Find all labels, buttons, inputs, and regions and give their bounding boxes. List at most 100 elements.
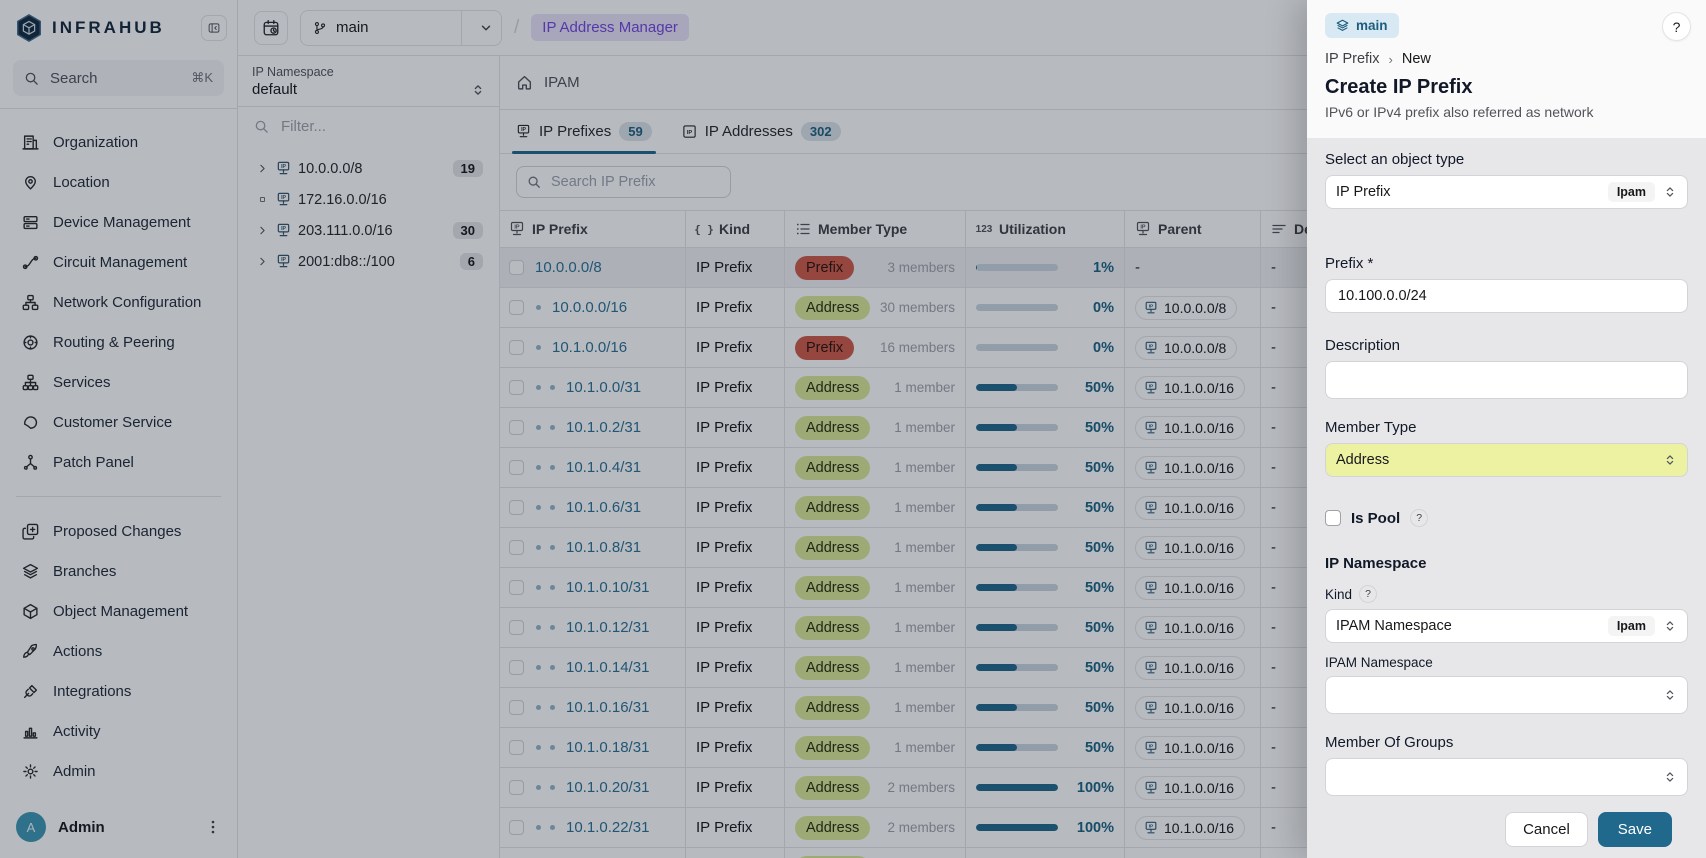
is-pool-checkbox[interactable] <box>1325 510 1341 526</box>
parent-prefix-pill[interactable]: IP 10.1.0.0/16 <box>1135 415 1246 440</box>
sidebar-item-services[interactable]: Services <box>8 362 229 402</box>
kind-select[interactable]: IPAM Namespace Ipam <box>1325 609 1688 643</box>
leaf-marker-icon[interactable] <box>256 193 269 206</box>
prefix-input[interactable] <box>1336 287 1677 305</box>
table-row[interactable]: 10.1.0.0/31 IP Prefix Address 1 member 5… <box>500 368 1706 408</box>
table-row[interactable]: 10.0.0.0/16 IP Prefix Address 30 members… <box>500 288 1706 328</box>
prefix-link[interactable]: 10.1.0.0/31 <box>566 379 642 396</box>
prefix-link[interactable]: 10.1.0.18/31 <box>566 739 650 756</box>
prefix-search-input[interactable] <box>549 173 720 191</box>
row-checkbox[interactable] <box>509 620 524 635</box>
table-row[interactable]: 10.1.0.16/31 IP Prefix Address 1 member … <box>500 688 1706 728</box>
sidebar-item-patch-panel[interactable]: Patch Panel <box>8 442 229 482</box>
tree-item[interactable]: IP 2001:db8::/100 6 <box>248 246 491 277</box>
table-row[interactable]: 10.1.0.14/31 IP Prefix Address 1 member … <box>500 648 1706 688</box>
row-checkbox[interactable] <box>509 500 524 515</box>
sidebar-item-device-management[interactable]: Device Management <box>8 202 229 242</box>
table-row[interactable]: 10.1.0.4/31 IP Prefix Address 1 member 5… <box>500 448 1706 488</box>
member-of-groups-select[interactable] <box>1325 758 1688 796</box>
parent-prefix-pill[interactable]: IP 10.0.0.0/8 <box>1135 335 1238 360</box>
parent-prefix-pill[interactable]: IP 10.1.0.0/16 <box>1135 735 1246 760</box>
row-checkbox[interactable] <box>509 380 524 395</box>
tree-item[interactable]: IP 203.111.0.0/16 30 <box>248 215 491 246</box>
prefix-link[interactable]: 10.1.0.12/31 <box>566 619 650 636</box>
date-picker-button[interactable] <box>254 10 288 45</box>
kind-help-icon[interactable]: ? <box>1359 585 1378 603</box>
tab-ip-prefixes[interactable]: IP IP Prefixes 59 <box>512 110 656 154</box>
row-checkbox[interactable] <box>509 340 524 355</box>
row-checkbox[interactable] <box>509 460 524 475</box>
row-checkbox[interactable] <box>509 420 524 435</box>
sidebar-item-location[interactable]: Location <box>8 162 229 202</box>
prefix-link[interactable]: 10.0.0.0/8 <box>535 259 602 276</box>
parent-prefix-pill[interactable]: IP 10.1.0.0/16 <box>1135 815 1246 840</box>
prefix-link[interactable]: 10.1.0.14/31 <box>566 659 650 676</box>
chevron-right-icon[interactable] <box>256 224 269 237</box>
object-type-select[interactable]: IP Prefix Ipam <box>1325 175 1688 209</box>
sidebar-item-network-configuration[interactable]: Network Configuration <box>8 282 229 322</box>
prefix-search[interactable] <box>516 166 731 198</box>
tree-filter-input[interactable] <box>279 116 483 136</box>
breadcrumb-parent[interactable]: IP Prefix <box>1325 51 1380 67</box>
prefix-link[interactable]: 10.1.0.2/31 <box>566 419 642 436</box>
parent-prefix-pill[interactable]: IP 10.1.0.0/16 <box>1135 495 1246 520</box>
parent-prefix-pill[interactable]: IP 10.1.0.0/16 <box>1135 695 1246 720</box>
prefix-link[interactable]: 10.1.0.10/31 <box>566 579 650 596</box>
table-row[interactable]: 10.1.0.22/31 IP Prefix Address 2 members… <box>500 808 1706 848</box>
breadcrumb-ip-address-manager[interactable]: IP Address Manager <box>531 14 689 41</box>
sidebar-item-integrations[interactable]: Integrations <box>8 671 229 711</box>
prefix-link[interactable]: 10.1.0.4/31 <box>566 459 642 476</box>
parent-prefix-pill[interactable]: IP 10.1.0.0/16 <box>1135 455 1246 480</box>
save-button[interactable]: Save <box>1597 812 1672 847</box>
parent-prefix-pill[interactable]: IP 10.1.0.0/16 <box>1135 375 1246 400</box>
prefix-link[interactable]: 10.1.0.20/31 <box>566 779 650 796</box>
sidebar-item-branches[interactable]: Branches <box>8 551 229 591</box>
tab-ip-addresses[interactable]: IP IP Addresses 302 <box>682 110 841 153</box>
parent-prefix-pill[interactable]: IP 10.1.0.0/16 <box>1135 655 1246 680</box>
sidebar-item-circuit-management[interactable]: Circuit Management <box>8 242 229 282</box>
help-button[interactable]: ? <box>1662 12 1691 41</box>
description-textarea[interactable] <box>1325 361 1688 399</box>
parent-prefix-pill[interactable]: IP 10.0.0.0/8 <box>1135 295 1238 320</box>
modal-overlay[interactable] <box>0 0 1307 858</box>
row-checkbox[interactable] <box>509 540 524 555</box>
table-row[interactable]: 10.1.0.2/31 IP Prefix Address 1 member 5… <box>500 408 1706 448</box>
parent-prefix-pill[interactable]: IP 10.1.0.0/16 <box>1135 775 1246 800</box>
sidebar-search[interactable]: ⌘K <box>13 60 224 96</box>
parent-prefix-pill[interactable]: IP 10.1.0.0/16 <box>1135 535 1246 560</box>
sidebar-item-proposed-changes[interactable]: Proposed Changes <box>8 511 229 551</box>
row-checkbox[interactable] <box>509 740 524 755</box>
sidebar-collapse-button[interactable] <box>201 15 227 41</box>
table-row[interactable]: 10.1.0.0/16 IP Prefix Prefix 16 members … <box>500 328 1706 368</box>
table-row[interactable]: 10.1.0.20/31 IP Prefix Address 2 members… <box>500 768 1706 808</box>
is-pool-help-icon[interactable]: ? <box>1410 509 1429 527</box>
sidebar-item-customer-service[interactable]: Customer Service <box>8 402 229 442</box>
table-row[interactable]: 10.1.0.12/31 IP Prefix Address 1 member … <box>500 608 1706 648</box>
row-checkbox[interactable] <box>509 780 524 795</box>
sidebar-search-input[interactable] <box>48 68 183 88</box>
prefix-link[interactable]: 10.1.0.16/31 <box>566 699 650 716</box>
sidebar-item-object-management[interactable]: Object Management <box>8 591 229 631</box>
table-row[interactable]: 10.1.0.10/31 IP Prefix Address 1 member … <box>500 568 1706 608</box>
parent-prefix-pill[interactable]: IP 10.1.0.0/16 <box>1135 615 1246 640</box>
row-checkbox[interactable] <box>509 580 524 595</box>
chevron-right-icon[interactable] <box>256 162 269 175</box>
table-row[interactable]: 10.1.0.18/31 IP Prefix Address 1 member … <box>500 728 1706 768</box>
user-menu-button[interactable] <box>205 819 221 835</box>
sidebar-item-actions[interactable]: Actions <box>8 631 229 671</box>
prefix-link[interactable]: 10.1.0.6/31 <box>566 499 642 516</box>
prefix-link[interactable]: 10.1.0.0/16 <box>552 339 628 356</box>
prefix-link[interactable]: 10.1.0.8/31 <box>566 539 642 556</box>
row-checkbox[interactable] <box>509 300 524 315</box>
tree-item[interactable]: IP 172.16.0.0/16 <box>248 184 491 215</box>
tree-item[interactable]: IP 10.0.0.0/8 19 <box>248 153 491 184</box>
row-checkbox[interactable] <box>509 260 524 275</box>
prefix-link[interactable]: 10.0.0.0/16 <box>552 299 628 316</box>
table-row[interactable]: 10.1.0.8/31 IP Prefix Address 1 member 5… <box>500 528 1706 568</box>
row-checkbox[interactable] <box>509 660 524 675</box>
cancel-button[interactable]: Cancel <box>1505 812 1588 847</box>
sidebar-item-activity[interactable]: Activity <box>8 711 229 751</box>
sidebar-item-routing-peering[interactable]: Routing & Peering <box>8 322 229 362</box>
prefix-link[interactable]: 10.1.0.22/31 <box>566 819 650 836</box>
namespace-select[interactable]: default <box>252 81 485 98</box>
